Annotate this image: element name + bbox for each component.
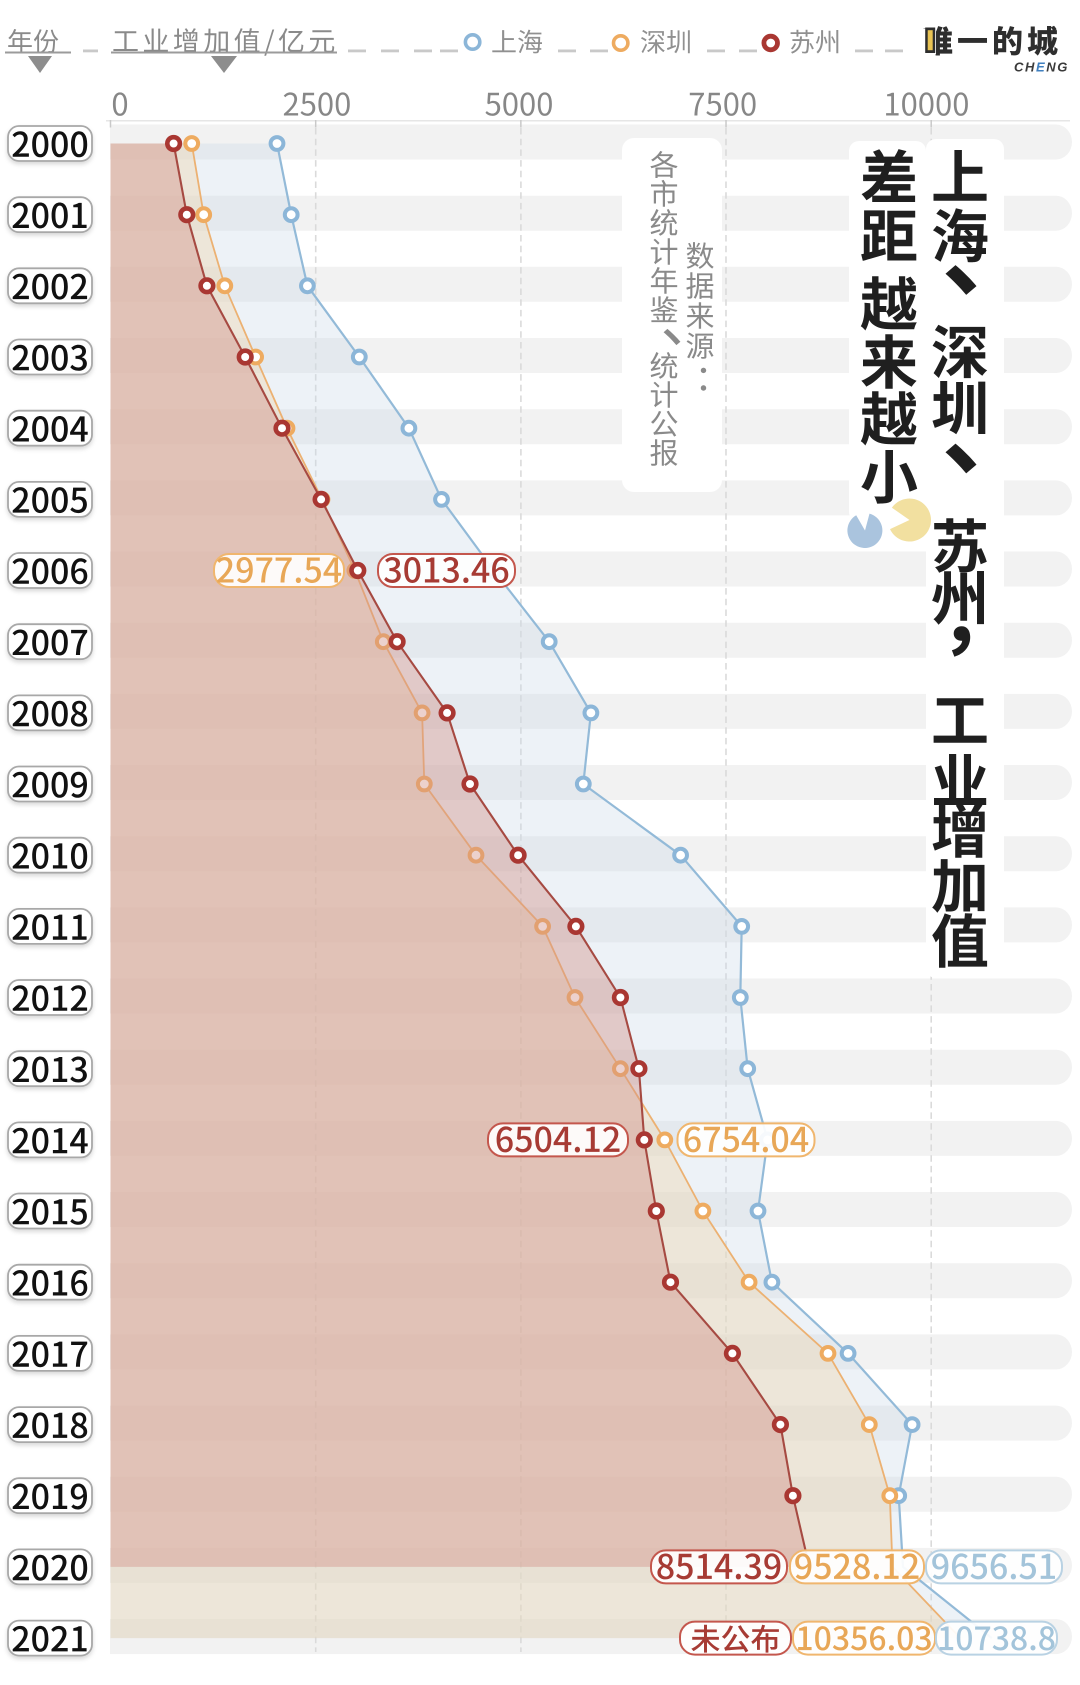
- svg-text:CHENG: CHENG: [1014, 60, 1069, 75]
